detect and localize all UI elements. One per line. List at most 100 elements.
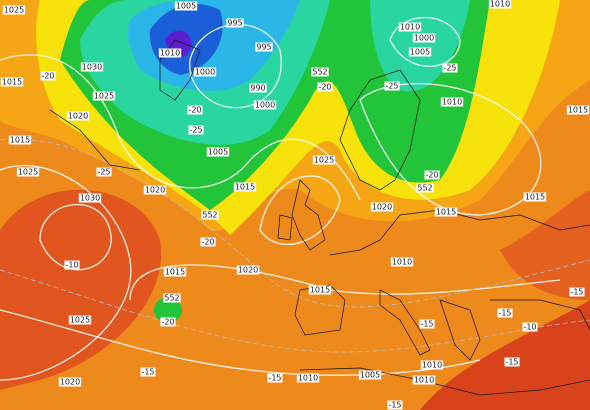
isobar-label: -15 — [498, 309, 511, 318]
label-box — [566, 105, 590, 115]
isobar-label: 1020 — [60, 378, 80, 387]
coastline — [339, 69, 421, 191]
isobar-label: 1005 — [360, 371, 380, 380]
isobar-label: -20 — [201, 238, 214, 247]
label-box — [424, 170, 440, 180]
label-box — [398, 22, 422, 32]
isobar-label: 1010 — [400, 23, 420, 32]
label-box — [200, 237, 216, 247]
label-box — [253, 100, 277, 110]
label-box — [504, 357, 520, 367]
thickness-line — [0, 138, 590, 308]
label-box — [187, 105, 203, 115]
isobar-label: -20 — [188, 106, 201, 115]
isobar-label: 1010 — [442, 98, 462, 107]
isobar-label: -10 — [523, 323, 536, 332]
isobar-label: 1020 — [372, 203, 392, 212]
label-box — [163, 267, 187, 277]
label-box — [390, 257, 414, 267]
coastline — [159, 39, 201, 101]
label-box — [408, 47, 432, 57]
isobar-label: 1015 — [568, 106, 588, 115]
label-box — [434, 207, 458, 217]
isobar-label: 1005 — [410, 48, 430, 57]
label-box — [488, 0, 512, 9]
label-box — [440, 97, 464, 107]
isobar-label: 1015 — [10, 136, 30, 145]
isobar — [0, 54, 361, 201]
label-box — [569, 287, 585, 297]
isobar — [259, 175, 341, 246]
isobar-label: 1015 — [436, 208, 456, 217]
isobar-label: 1025 — [314, 156, 334, 165]
isobar-label: 1020 — [238, 266, 258, 275]
coastline — [379, 289, 431, 356]
label-box — [249, 83, 267, 93]
label-box — [442, 63, 458, 73]
label-box — [236, 265, 260, 275]
isobar-label: 552 — [164, 294, 179, 303]
label-box — [64, 260, 80, 270]
label-box — [296, 373, 320, 383]
isobar-label: 1025 — [94, 92, 114, 101]
isobar-label: -25 — [97, 168, 110, 177]
isobar — [389, 17, 461, 67]
isobar — [0, 309, 481, 376]
isobar-label: 1020 — [145, 186, 165, 195]
label-box — [66, 111, 90, 121]
isobar — [0, 164, 132, 381]
label-box — [96, 167, 112, 177]
isobar-label: 1015 — [235, 183, 255, 192]
isobar-label: 1010 — [422, 361, 442, 370]
isobar-label: -25 — [385, 82, 398, 91]
label-box — [233, 182, 257, 192]
isobar-label: 552 — [312, 68, 327, 77]
label-box — [412, 33, 436, 43]
isobar-label: -10 — [65, 261, 78, 270]
coastline — [490, 299, 590, 331]
isobar-label: -15 — [141, 368, 154, 377]
label-box — [40, 71, 56, 81]
label-box — [143, 185, 167, 195]
label-box — [308, 285, 332, 295]
label-box — [68, 315, 92, 325]
isobar-label: -25 — [443, 64, 456, 73]
label-box — [358, 370, 382, 380]
isobar-label: 552 — [202, 211, 217, 220]
thickness-line — [0, 269, 590, 353]
label-box — [163, 293, 181, 303]
label-box — [317, 82, 333, 92]
isobar-label: -25 — [189, 126, 202, 135]
label-box — [497, 308, 513, 318]
warm-zone — [500, 190, 590, 300]
isobar-label: 1025 — [4, 6, 24, 15]
label-box — [0, 77, 24, 87]
isobar-label: 1000 — [414, 34, 434, 43]
label-box — [174, 1, 198, 11]
isobar-label: -15 — [505, 358, 518, 367]
isobar-label: -20 — [425, 171, 438, 180]
isobar-label: 1010 — [490, 0, 510, 9]
label-box — [311, 67, 329, 77]
isobar-label: 1000 — [255, 101, 275, 110]
isobar-label: -20 — [161, 318, 174, 327]
label-box — [416, 183, 434, 193]
label-box — [193, 67, 217, 77]
isobar-label: -15 — [420, 320, 433, 329]
isobar-label: 995 — [227, 19, 242, 28]
label-box — [384, 81, 400, 91]
isobar-label: 1020 — [68, 112, 88, 121]
isobar-label: 1015 — [310, 286, 330, 295]
label-box — [523, 192, 547, 202]
isobar-label: -20 — [41, 72, 54, 81]
label-box — [206, 147, 230, 157]
warm-zone — [420, 300, 590, 410]
coastline — [277, 214, 293, 241]
label-box — [188, 125, 204, 135]
cutoff-low — [154, 297, 182, 323]
label-box — [387, 400, 403, 410]
label-box — [312, 155, 336, 165]
label-box — [16, 167, 40, 177]
